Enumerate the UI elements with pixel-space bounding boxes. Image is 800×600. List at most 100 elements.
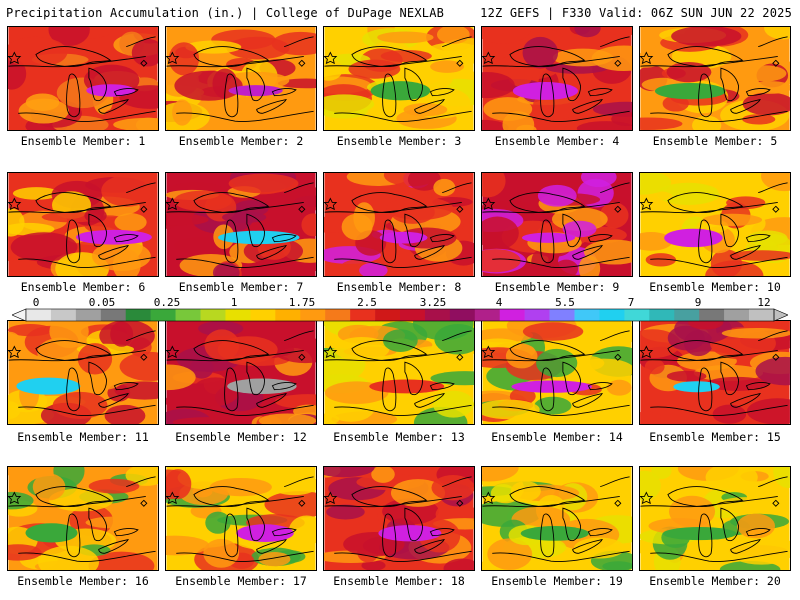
precip-max-band (662, 527, 737, 541)
precip-contour-blob (166, 535, 210, 556)
precipitation-map (7, 172, 159, 277)
precip-contour-blob (12, 187, 60, 200)
colorbar-tick-label: 1 (230, 296, 238, 309)
precip-contour-blob (773, 467, 790, 488)
precip-contour-blob (580, 173, 617, 188)
ensemble-member-label: Ensemble Member: 8 (336, 280, 462, 294)
colorbar-segment (499, 309, 525, 321)
precip-contour-blob (574, 27, 601, 38)
colorbar-segment (50, 309, 77, 321)
site-marker-icon (614, 205, 622, 213)
precip-contour-blob (748, 81, 790, 94)
colorbar-tick-label: 5.5 (555, 296, 575, 309)
precip-contour-blob (659, 408, 685, 424)
precip-max-band (512, 82, 578, 100)
precip-contour-blob (640, 52, 664, 68)
precipitation-map (481, 466, 633, 571)
precip-contour-blob (288, 515, 316, 546)
map-outlines (8, 36, 156, 122)
precip-contour-blob (37, 545, 99, 570)
map-outlines (8, 182, 156, 268)
ensemble-member-map (481, 466, 633, 571)
precip-contour-blob (8, 36, 68, 68)
colorbar-segment (75, 309, 102, 321)
precip-contour-blob (482, 27, 532, 44)
precip-contour-blob (573, 537, 625, 559)
ensemble-member-map (165, 320, 317, 425)
ensemble-member-label: Ensemble Member: 16 (17, 574, 149, 588)
precip-contour-blob (119, 351, 158, 381)
precip-contour-blob (212, 262, 240, 276)
city-marker-icon (324, 51, 338, 65)
precip-contour-blob (114, 213, 147, 232)
precip-contour-blob (516, 124, 537, 130)
site-marker-icon (772, 59, 780, 67)
precip-contour-blob (110, 321, 134, 347)
precip-contour-blob (744, 65, 787, 82)
site-marker-icon (456, 205, 464, 213)
map-outlines (482, 182, 630, 268)
precip-contour-blob (490, 484, 516, 503)
ensemble-member-map (165, 466, 317, 571)
precip-contour-blob (166, 364, 196, 391)
precip-contour-blob (10, 232, 78, 262)
precip-contour-blob (482, 119, 509, 130)
ensemble-member-label: Ensemble Member: 10 (649, 280, 781, 294)
precip-contour-blob (645, 253, 677, 267)
precip-max-band (370, 81, 431, 101)
precip-contour-blob (431, 475, 474, 501)
precip-max-band (236, 524, 294, 542)
colorbar-segment (649, 309, 675, 321)
ensemble-member-label: Ensemble Member: 2 (178, 134, 304, 148)
city-marker-icon (166, 491, 180, 505)
ensemble-member-label: Ensemble Member: 14 (491, 430, 623, 444)
map-outlines (640, 476, 788, 562)
precip-contour-blob (191, 377, 240, 407)
colorbar-segment (724, 309, 750, 321)
colorbar-segment (175, 309, 201, 321)
precip-contour-blob (25, 93, 60, 111)
ensemble-member-map (165, 172, 317, 277)
colorbar-tick-label: 0.05 (88, 296, 116, 309)
ensemble-member-map (639, 320, 791, 425)
precip-contour-blob (482, 173, 506, 198)
precip-contour-blob (443, 558, 474, 570)
city-marker-icon (482, 51, 496, 65)
precip-contour-blob (371, 467, 395, 483)
ensemble-member-label: Ensemble Member: 20 (649, 574, 781, 588)
precip-contour-blob (380, 49, 432, 63)
precipitation-map (323, 26, 475, 131)
city-marker-icon (166, 345, 180, 359)
colorbar-segment (400, 309, 426, 321)
colorbar-tick-label: 2.5 (357, 296, 377, 309)
precipitation-map (165, 466, 317, 571)
ensemble-member-label: Ensemble Member: 17 (175, 574, 307, 588)
colorbar-segment (624, 309, 650, 321)
map-outlines (324, 330, 472, 416)
colorbar-segment (674, 309, 700, 321)
precip-contour-blob (656, 182, 721, 205)
precip-contour-blob (203, 538, 240, 568)
colorbar-tick-label: 9 (694, 296, 702, 309)
precip-contour-blob (48, 488, 114, 512)
ensemble-member-label: Ensemble Member: 9 (494, 280, 620, 294)
precipitation-map (481, 172, 633, 277)
ensemble-member-label: Ensemble Member: 13 (333, 430, 465, 444)
city-marker-icon (640, 491, 654, 505)
site-marker-icon (140, 499, 148, 507)
precip-contour-blob (554, 259, 579, 276)
precip-contour-blob (324, 58, 343, 81)
precip-contour-blob (101, 174, 153, 207)
city-marker-icon (166, 197, 180, 211)
precip-contour-blob (412, 321, 474, 341)
colorbar-segment (699, 309, 725, 321)
precip-contour-blob (606, 379, 632, 396)
precip-max-band (673, 381, 720, 393)
colorbar-tick-label: 3.25 (419, 296, 447, 309)
precip-contour-blob (113, 117, 158, 130)
precip-contour-blob (168, 42, 200, 76)
precipitation-map (165, 172, 317, 277)
precip-max-band (379, 231, 428, 244)
colorbar-segment (100, 309, 127, 321)
ensemble-member-label: Ensemble Member: 15 (649, 430, 781, 444)
